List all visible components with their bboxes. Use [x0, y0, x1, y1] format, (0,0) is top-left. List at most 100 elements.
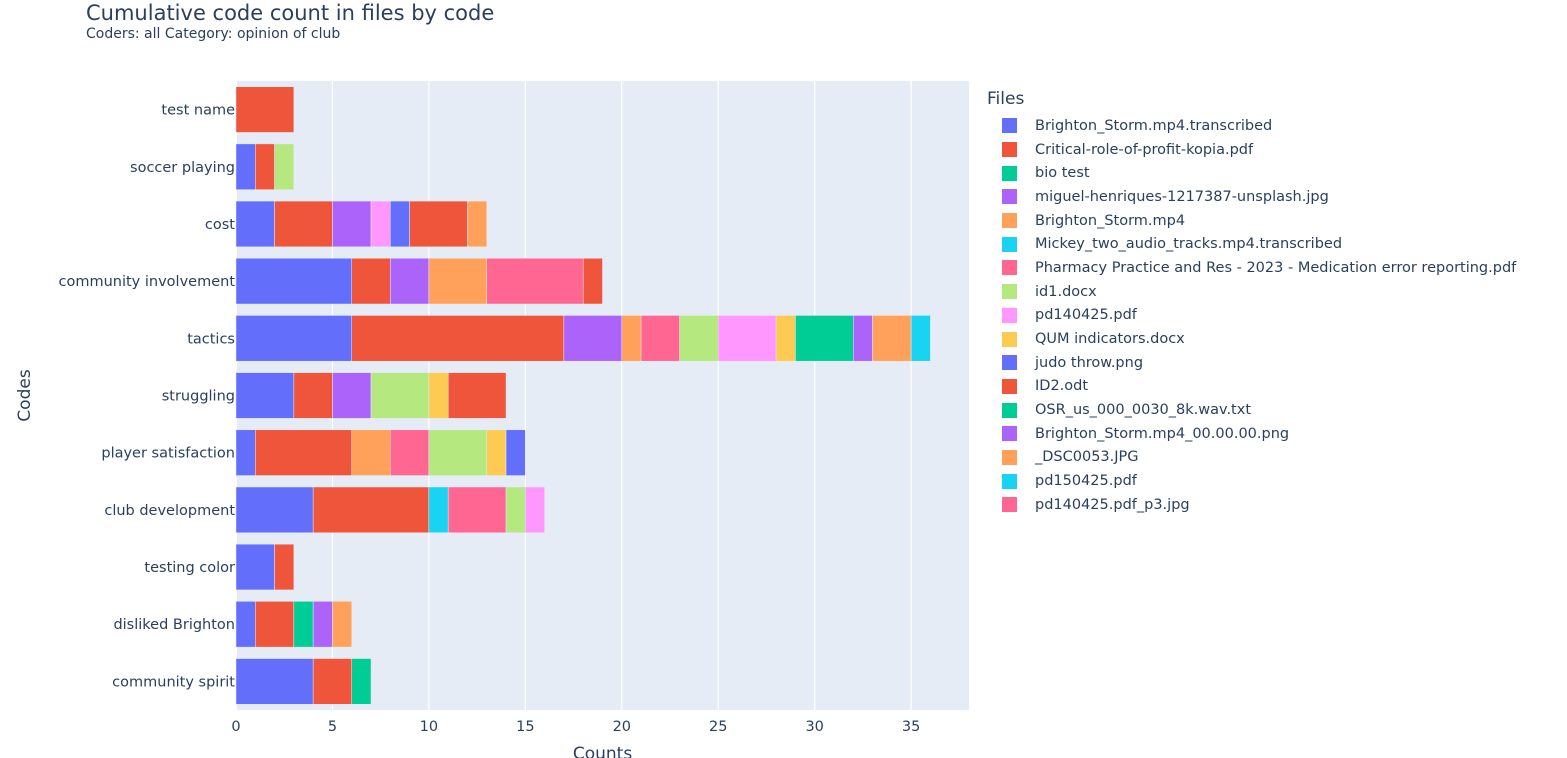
bar-segment[interactable]	[428, 258, 488, 305]
legend-label: judo throw.png	[1035, 354, 1144, 371]
bar-segment[interactable]	[621, 315, 642, 362]
bar-segment[interactable]	[390, 429, 430, 476]
bar-segment[interactable]	[351, 429, 391, 476]
legend-swatch	[1002, 189, 1017, 205]
legend-label: Pharmacy Practice and Res - 2023 - Medic…	[1035, 259, 1517, 276]
bar-segment[interactable]	[293, 372, 333, 419]
bar-segment[interactable]	[467, 200, 488, 248]
legend: Files Brighton_Storm.mp4.transcribed Crit…	[987, 89, 1516, 517]
bar-segment[interactable]	[255, 143, 275, 190]
bar-segment[interactable]	[775, 315, 796, 362]
legend-item[interactable]: OSR_us_000_0030_8k.wav.txt	[987, 398, 1516, 422]
legend-label: id1.docx	[1035, 283, 1097, 300]
bar-segment[interactable]	[370, 200, 391, 248]
bar-segment[interactable]	[505, 486, 526, 533]
bar-segment[interactable]	[332, 601, 352, 648]
bar-segment[interactable]	[332, 372, 372, 419]
legend-item[interactable]: pd140425.pdf	[987, 304, 1516, 328]
bar-segment[interactable]	[235, 372, 295, 419]
bar-segment[interactable]	[235, 315, 352, 362]
legend-label: miguel-henriques-1217387-unsplash.jpg	[1035, 188, 1329, 205]
bar-segment[interactable]	[370, 372, 430, 419]
legend-item[interactable]: judo throw.png	[987, 351, 1516, 375]
legend-swatch	[1002, 307, 1017, 323]
bar-segment[interactable]	[640, 315, 680, 362]
bar-segment[interactable]	[563, 315, 623, 362]
bar-segment[interactable]	[409, 200, 468, 248]
legend-swatch	[1002, 449, 1017, 465]
bar-segment[interactable]	[235, 601, 256, 648]
y-tick-label: player satisfaction	[101, 446, 235, 462]
bar-segment[interactable]	[428, 486, 449, 533]
bar-segment[interactable]	[274, 543, 295, 591]
bar-segment[interactable]	[293, 601, 314, 648]
bar-segment[interactable]	[795, 315, 854, 362]
bar-segment[interactable]	[235, 543, 275, 591]
bar-segment[interactable]	[351, 658, 372, 705]
legend-item[interactable]: pd150425.pdf	[987, 469, 1516, 493]
legend-item[interactable]: id1.docx	[987, 280, 1516, 304]
legend-item[interactable]: ID2.odt	[987, 375, 1516, 399]
legend-swatch	[1002, 473, 1017, 489]
legend-item[interactable]: Mickey_two_audio_tracks.mp4.transcribed	[987, 232, 1516, 256]
bar-segment[interactable]	[312, 486, 430, 533]
bar-segment[interactable]	[390, 200, 410, 248]
legend-swatch	[1002, 236, 1017, 252]
bar-segment[interactable]	[486, 429, 507, 476]
bar-segment[interactable]	[910, 315, 931, 362]
legend-item[interactable]: _DSC0053.JPG	[987, 446, 1516, 470]
legend-swatch	[1002, 331, 1017, 347]
legend-swatch	[1002, 426, 1017, 442]
bar-segment[interactable]	[235, 86, 295, 133]
legend-item[interactable]: Brighton_Storm.mp4_00.00.00.png	[987, 422, 1516, 446]
legend-item[interactable]: Brighton_Storm.mp4	[987, 209, 1516, 233]
bar-segment[interactable]	[274, 200, 333, 248]
bar-segment[interactable]	[351, 258, 391, 305]
legend-item[interactable]: miguel-henriques-1217387-unsplash.jpg	[987, 185, 1516, 209]
bar-segment[interactable]	[312, 658, 352, 705]
legend-label: Critical-role-of-profit-kopia.pdf	[1035, 141, 1254, 158]
y-tick-label: disliked Brighton	[113, 617, 235, 633]
legend-swatch	[1002, 497, 1017, 513]
bar-segment[interactable]	[853, 315, 873, 362]
bar-segment[interactable]	[525, 486, 545, 533]
bar-segment[interactable]	[274, 143, 295, 190]
y-tick-label: struggling	[162, 389, 235, 405]
bar-segment[interactable]	[447, 372, 507, 419]
bar-segment[interactable]	[332, 200, 372, 248]
legend-item[interactable]: Pharmacy Practice and Res - 2023 - Medic…	[987, 256, 1516, 280]
bar-segment[interactable]	[872, 315, 912, 362]
x-tick-label: 5	[328, 719, 337, 735]
bar-segment[interactable]	[235, 429, 256, 476]
legend-swatch	[1002, 284, 1017, 300]
legend-label: _DSC0053.JPG	[1035, 449, 1139, 466]
legend-item[interactable]: QUM indicators.docx	[987, 327, 1516, 351]
legend-item[interactable]: Brighton_Storm.mp4.transcribed	[987, 114, 1516, 138]
y-tick-label: tactics	[187, 331, 235, 347]
legend-item[interactable]: Critical-role-of-profit-kopia.pdf	[987, 138, 1516, 162]
y-tick-label: club development	[104, 503, 235, 519]
bar-segment[interactable]	[235, 143, 256, 190]
legend-item[interactable]: bio test	[987, 161, 1516, 185]
bar-segment[interactable]	[255, 601, 295, 648]
bar-segment[interactable]	[428, 372, 449, 419]
bar-segment[interactable]	[312, 601, 333, 648]
bar-segment[interactable]	[351, 315, 565, 362]
y-tick-label: testing color	[144, 560, 235, 576]
bar-segment[interactable]	[235, 486, 314, 533]
bar-segment[interactable]	[255, 429, 352, 476]
bar-segment[interactable]	[717, 315, 777, 362]
bar-segment[interactable]	[447, 486, 507, 533]
bar-segment[interactable]	[486, 258, 584, 305]
bar-segment[interactable]	[235, 658, 314, 705]
x-tick-label: 20	[613, 719, 631, 735]
bar-segment[interactable]	[390, 258, 430, 305]
legend-items: Brighton_Storm.mp4.transcribed Critical-r…	[987, 114, 1516, 517]
bar-segment[interactable]	[235, 258, 352, 305]
bar-segment[interactable]	[428, 429, 488, 476]
legend-item[interactable]: pd140425.pdf_p3.jpg	[987, 493, 1516, 517]
bar-segment[interactable]	[679, 315, 719, 362]
bar-segment[interactable]	[235, 200, 275, 248]
bar-segment[interactable]	[582, 258, 603, 305]
bar-segment[interactable]	[505, 429, 526, 476]
